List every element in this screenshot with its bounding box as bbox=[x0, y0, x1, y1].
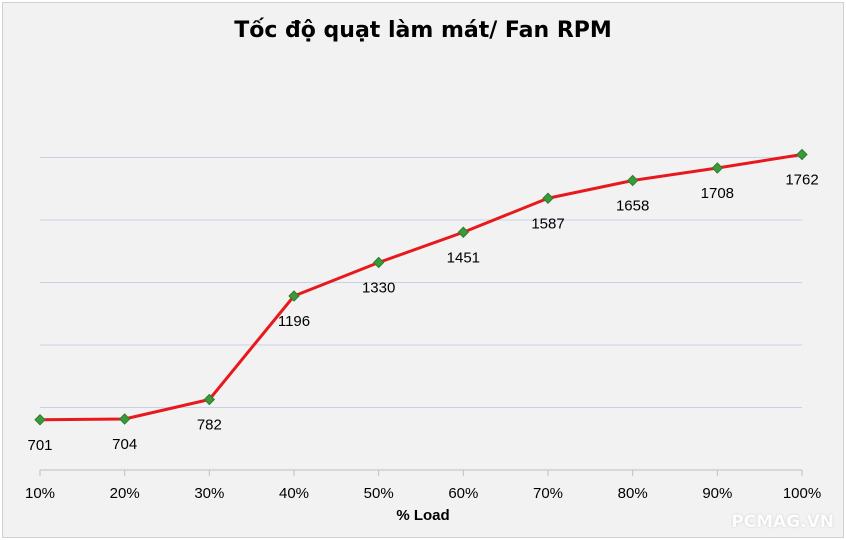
x-tick-label: 50% bbox=[364, 485, 394, 502]
data-point bbox=[626, 174, 639, 187]
data-label: 704 bbox=[112, 436, 137, 453]
x-tick-label: 30% bbox=[194, 485, 224, 502]
data-point bbox=[288, 290, 300, 302]
data-point bbox=[796, 148, 808, 161]
data-point bbox=[457, 226, 470, 238]
data-label: 1658 bbox=[616, 198, 649, 215]
x-tick-label: 20% bbox=[110, 485, 140, 502]
x-tick-label: 10% bbox=[25, 485, 55, 502]
x-tick-label: 90% bbox=[702, 485, 732, 502]
data-point bbox=[118, 413, 131, 425]
data-label: 782 bbox=[197, 417, 222, 434]
x-tick-label: 100% bbox=[783, 485, 821, 502]
x-tick-label: 40% bbox=[279, 485, 309, 502]
data-label: 1451 bbox=[447, 249, 480, 266]
data-point bbox=[372, 256, 385, 269]
chart-title: Tốc độ quạt làm mát/ Fan RPM bbox=[234, 18, 612, 43]
data-label: 1762 bbox=[785, 172, 818, 189]
data-point bbox=[711, 162, 724, 174]
data-point bbox=[34, 414, 46, 426]
data-label: 701 bbox=[27, 437, 52, 454]
data-label: 1708 bbox=[701, 185, 734, 202]
x-tick-label: 80% bbox=[618, 485, 648, 502]
data-point bbox=[542, 192, 554, 204]
series-line bbox=[39, 153, 803, 422]
x-tick-label: 60% bbox=[448, 485, 478, 502]
data-label: 1330 bbox=[362, 280, 395, 297]
x-axis-title: % Load bbox=[396, 507, 450, 524]
data-point bbox=[203, 393, 216, 406]
data-label: 1196 bbox=[278, 313, 310, 330]
x-tick-label: 70% bbox=[533, 485, 563, 502]
watermark-logo: PCMAG.VN bbox=[731, 512, 834, 532]
data-label: 1587 bbox=[531, 215, 564, 232]
